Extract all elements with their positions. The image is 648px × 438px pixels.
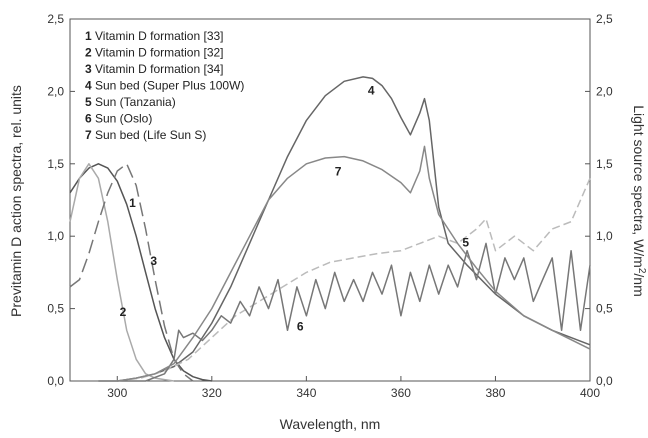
- series-label-4: 4: [368, 83, 375, 97]
- series-label-7: 7: [335, 164, 342, 178]
- y-left-tick-label: 0,5: [47, 302, 64, 316]
- series-label-2: 2: [120, 305, 127, 319]
- x-tick-label: 300: [107, 386, 127, 400]
- y-left-tick-label: 2,5: [47, 12, 64, 26]
- y-right-axis-title-main: Light source spectra, W/m: [631, 105, 647, 268]
- series-label-5: 5: [462, 235, 469, 249]
- axis-ticks: [70, 18, 591, 382]
- x-tick-label: 320: [202, 386, 222, 400]
- x-tick-label: 380: [485, 386, 505, 400]
- legend-label: Sun (Tanzania): [95, 95, 176, 109]
- y-right-axis-title: Light source spectra, W/m2/nm: [631, 105, 647, 297]
- legend-number: 6: [85, 112, 92, 126]
- y-left-tick-label: 1,5: [47, 157, 64, 171]
- y-left-axis-title: Previtamin D action spectra, rel. units: [8, 85, 24, 317]
- legend-number: 4: [85, 79, 92, 93]
- y-right-tick-label: 0,0: [596, 374, 613, 388]
- series-line-3: [69, 163, 194, 382]
- legend-number: 5: [85, 95, 92, 109]
- legend-label: Sun (Oslo): [95, 112, 152, 126]
- y-right-tick-label: 2,5: [596, 12, 613, 26]
- series-labels: 1 2 3 4 5 6 7: [120, 83, 470, 333]
- y-right-tick-label: 0,5: [596, 302, 613, 316]
- y-left-tick-label: 1,0: [47, 229, 64, 243]
- y-right-tick-label: 1,0: [596, 229, 613, 243]
- series-line-4: [98, 76, 591, 382]
- legend-label: Sun bed (Super Plus 100W): [95, 79, 244, 93]
- y-right-axis-title-sup: 2: [636, 268, 647, 274]
- series-line-5: [117, 178, 591, 382]
- legend-label: Vitamin D formation [34]: [95, 62, 224, 76]
- plot-area: [69, 18, 591, 382]
- series-line-2: [69, 163, 175, 382]
- y-left-tick-label: 2,0: [47, 84, 64, 98]
- legend-label: Vitamin D formation [32]: [95, 46, 224, 60]
- legend-number: 3: [85, 62, 92, 76]
- x-axis-title: Wavelength, nm: [280, 416, 381, 432]
- legend: 1 Vitamin D formation [33]2 Vitamin D form…: [85, 29, 244, 142]
- x-tick-labels: 300 320 340 360 380 400: [107, 386, 600, 400]
- y-right-tick-label: 2,0: [596, 84, 613, 98]
- x-tick-label: 340: [296, 386, 316, 400]
- legend-number: 1: [85, 29, 92, 43]
- series-line-7: [98, 145, 591, 382]
- y-right-tick-labels: 0,0 0,5 1,0 1,5 2,0 2,5: [596, 12, 613, 388]
- y-right-axis-title-unit: /nm: [631, 273, 647, 296]
- y-left-tick-label: 0,0: [47, 374, 64, 388]
- series-line-1: [69, 163, 212, 382]
- legend-label: Vitamin D formation [33]: [95, 29, 224, 43]
- y-left-tick-labels: 0,0 0,5 1,0 1,5 2,0 2,5: [47, 12, 64, 388]
- series-label-6: 6: [297, 319, 304, 333]
- x-tick-label: 400: [580, 386, 600, 400]
- legend-number: 7: [85, 128, 92, 142]
- series-label-1: 1: [129, 196, 136, 210]
- legend-number: 2: [85, 46, 92, 60]
- legend-label: Sun bed (Life Sun S): [95, 128, 206, 142]
- x-tick-label: 360: [391, 386, 411, 400]
- series-lines: [69, 76, 591, 382]
- series-line-6: [117, 242, 591, 382]
- series-label-3: 3: [150, 254, 157, 268]
- y-right-tick-label: 1,5: [596, 157, 613, 171]
